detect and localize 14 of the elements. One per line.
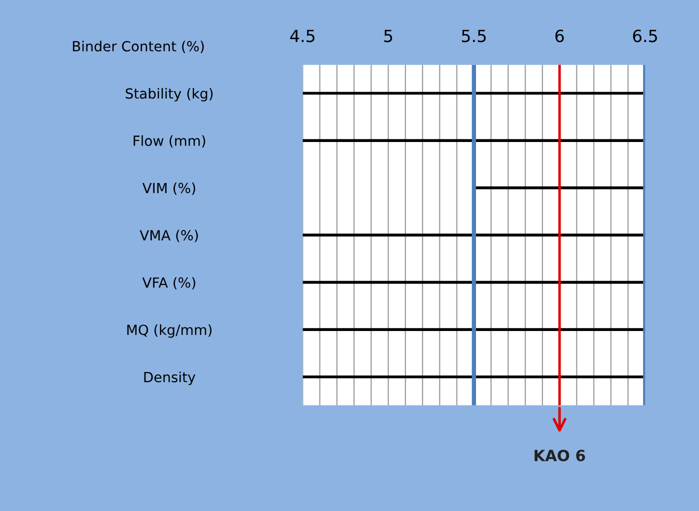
x-tick-label: 5 xyxy=(384,30,392,42)
y-tick-label: VMA (%) xyxy=(140,230,198,242)
x-tick-label: 5.5 xyxy=(462,30,486,42)
y-tick-label: Stability (kg) xyxy=(126,88,213,102)
ref-line-label: KAO 6 xyxy=(534,450,586,462)
x-tick-label: 6.5 xyxy=(633,30,657,42)
y-tick-label: Density xyxy=(144,372,196,386)
y-tick-label: VIM (%) xyxy=(142,182,196,195)
x-tick-label: 4.5 xyxy=(290,30,314,42)
x-axis-title: Binder Content (%) xyxy=(72,40,204,54)
y-tick-label: MQ (kg/mm) xyxy=(127,324,212,338)
x-tick-label: 6 xyxy=(555,30,564,42)
y-tick-label: VFA (%) xyxy=(142,277,196,290)
y-tick-label: Flow (mm) xyxy=(134,135,206,148)
